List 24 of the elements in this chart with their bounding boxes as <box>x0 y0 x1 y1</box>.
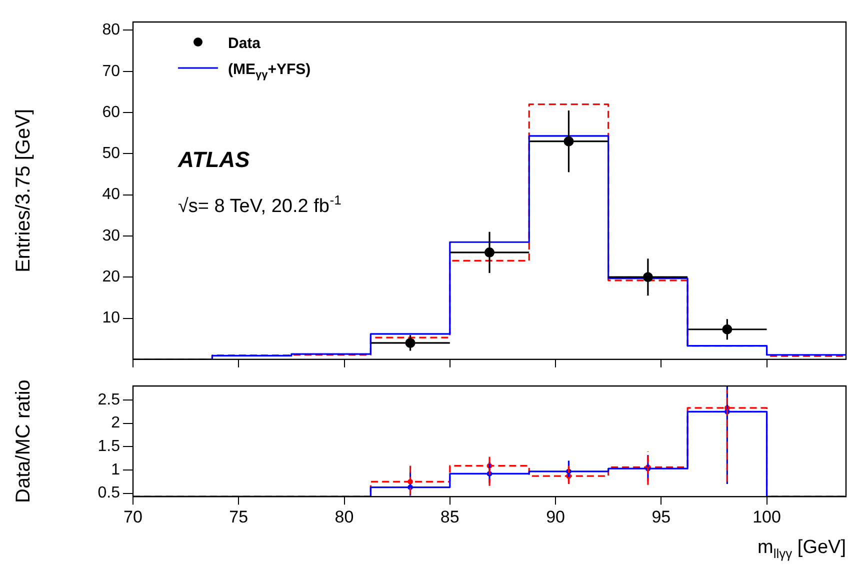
y-tick-label: 80 <box>102 22 120 39</box>
y-tick-label: 1.5 <box>98 438 120 456</box>
y-tick-label: 70 <box>102 62 120 80</box>
y-tick-label: 40 <box>102 186 120 204</box>
y-axis-title: Data/MC ratio <box>12 380 35 503</box>
y-tick-label: 30 <box>102 227 120 244</box>
x-tick-label: 95 <box>652 507 671 526</box>
y-tick-label: 2 <box>111 414 120 432</box>
y-tick-label: 10 <box>102 310 120 327</box>
y-axis-title: Entries/3.75 [GeV] <box>12 108 35 272</box>
x-tick-label: 90 <box>546 507 565 526</box>
annotation: ATLAS <box>177 147 250 172</box>
legend-label: Data <box>228 35 262 52</box>
x-tick-label: 75 <box>229 507 248 526</box>
y-tick-label: 20 <box>102 268 120 286</box>
y-tick-label: 50 <box>102 145 120 162</box>
y-tick-label: 1 <box>111 461 120 478</box>
x-tick-label: 80 <box>334 507 354 526</box>
x-tick-label: 100 <box>752 507 781 526</box>
x-tick-label: 70 <box>124 507 142 526</box>
x-tick-label: 85 <box>440 507 460 526</box>
y-tick-label: 2.5 <box>98 391 120 408</box>
y-tick-label: 60 <box>102 104 120 121</box>
y-tick-label: 0.5 <box>98 484 120 502</box>
